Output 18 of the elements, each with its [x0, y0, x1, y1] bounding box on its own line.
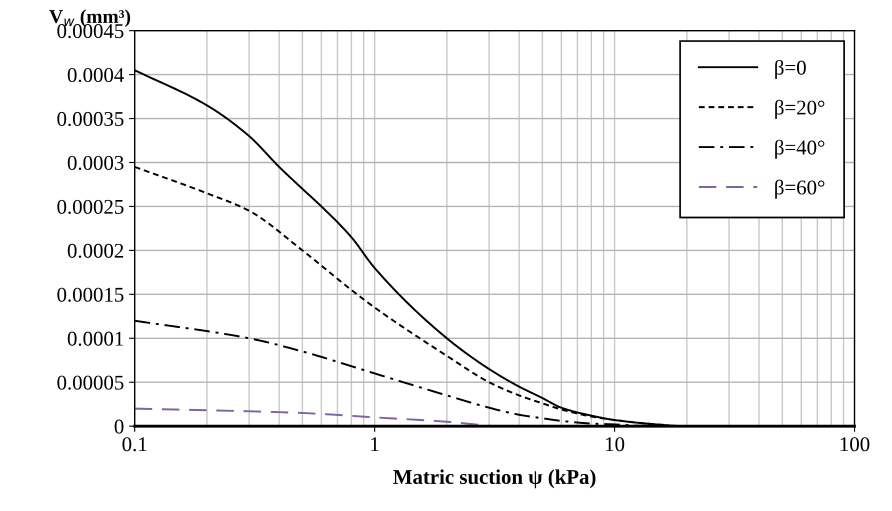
y-tick-label: 0.0001 [68, 332, 124, 346]
x-tick-label: 10 [606, 437, 624, 452]
legend-label: β=0 [775, 60, 806, 79]
y-tick-label: 0.00035 [57, 112, 124, 126]
x-tick-label: 0.1 [122, 437, 146, 452]
y-tick-label: 0.0004 [68, 68, 124, 82]
x-axis-title: Matric suction ψ (kPa) [393, 469, 596, 488]
y-tick-label: 0.0002 [68, 244, 124, 258]
y-tick-label: 0.00015 [57, 288, 124, 302]
x-tick-label: 1 [371, 437, 379, 452]
y-tick-label: 0.0003 [68, 156, 124, 170]
y-tick-label: 0.00005 [57, 376, 124, 390]
x-tick-label: 100 [840, 437, 870, 452]
y-tick-label: 0 [114, 420, 124, 434]
legend-label: β=40° [775, 140, 824, 159]
legend-label: β=60° [775, 180, 824, 199]
legend-label: β=20° [775, 100, 824, 119]
y-tick-label: 0.00025 [57, 200, 124, 214]
